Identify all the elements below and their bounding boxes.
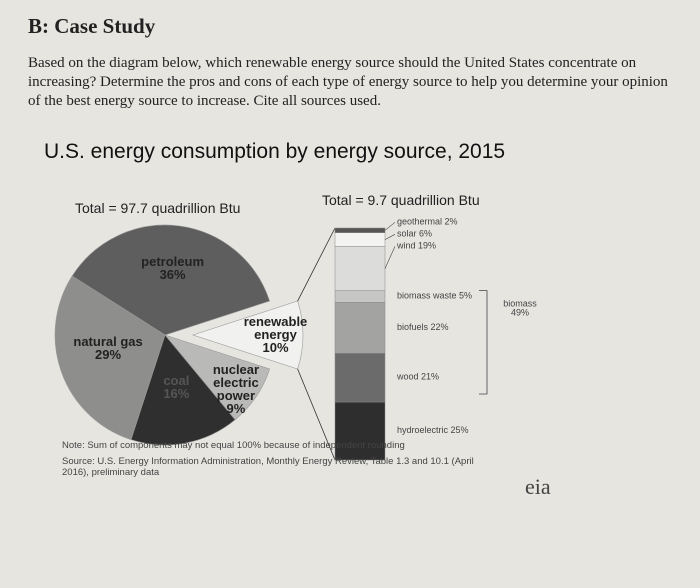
slice-name: natural gas [73, 334, 143, 350]
heading: B: Case Study [28, 14, 156, 38]
segment-label: geothermal 2% [397, 217, 458, 227]
pie-total: Total = 97.7 quadrillion Btu [75, 200, 241, 216]
bar-segment [334, 301, 386, 354]
segment-value: 22% [431, 322, 449, 332]
pie-label: coal 16% [136, 374, 216, 400]
group-value: 49% [511, 308, 529, 318]
chart-title: U.S. energy consumption by energy source… [44, 140, 506, 163]
segment-value: 19% [418, 241, 436, 251]
bar-segment [334, 401, 386, 461]
segment-name: wood [396, 372, 419, 382]
slice-value: 9% [226, 401, 246, 417]
segment-label: solar 6% [397, 229, 432, 239]
bracket [479, 290, 488, 395]
segment-name: wind [396, 241, 416, 251]
segment-label: biofuels 22% [397, 322, 449, 332]
bar-segment [334, 227, 386, 233]
segment-name: hydroelectric [397, 425, 449, 435]
group-name: biomass [503, 299, 537, 309]
pie-slice [130, 334, 236, 446]
bar-segment [334, 232, 386, 247]
slice-name: coal [163, 373, 190, 389]
segment-label: wind 19% [396, 241, 436, 251]
source: Source: U.S. Energy Information Administ… [62, 456, 474, 478]
segment-value: 5% [459, 291, 472, 301]
bar-segment [334, 246, 386, 291]
segment-label: hydroelectric 25% [397, 425, 469, 435]
pie-label: nuclear electric power 9% [196, 363, 276, 415]
slice-name: renewable energy [243, 314, 308, 342]
leader [384, 246, 396, 269]
slice-value: 16% [163, 386, 190, 402]
leader [384, 222, 396, 231]
slice-value: 29% [95, 347, 122, 363]
segment-name: solar [397, 229, 417, 239]
pie-slice [71, 224, 270, 336]
note: Note: Sum of components may not equal 10… [62, 440, 405, 451]
slice-value: 10% [262, 340, 289, 355]
logo: eia [525, 474, 551, 499]
pie-label: natural gas 29% [68, 335, 148, 361]
slice-value: 36% [159, 266, 186, 282]
pie-slice [54, 275, 166, 440]
pie-label: renewable energy 10% [236, 315, 316, 354]
connector [297, 227, 336, 302]
segment-value: 25% [451, 425, 469, 435]
slice-name: nuclear electric power [212, 362, 260, 404]
segment-name: biofuels [397, 322, 429, 332]
segment-name: biomass waste [397, 291, 457, 301]
slice-name: petroleum [141, 253, 204, 269]
connector [297, 368, 336, 461]
segment-label: wood 21% [396, 372, 439, 382]
leader [384, 234, 396, 240]
pie-slice [192, 300, 304, 370]
pie-label: petroleum 36% [133, 255, 213, 281]
segment-label: biomass waste 5% [397, 291, 472, 301]
segment-value: 6% [419, 229, 432, 239]
segment-name: geothermal [397, 217, 442, 227]
bar-segment [334, 290, 386, 303]
segment-value: 2% [445, 217, 458, 227]
bar-segment [334, 353, 386, 403]
segment-value: 21% [421, 372, 439, 382]
paragraph: Based on the diagram below, which renewa… [28, 55, 668, 109]
bar-total: Total = 9.7 quadrillion Btu [322, 192, 480, 208]
